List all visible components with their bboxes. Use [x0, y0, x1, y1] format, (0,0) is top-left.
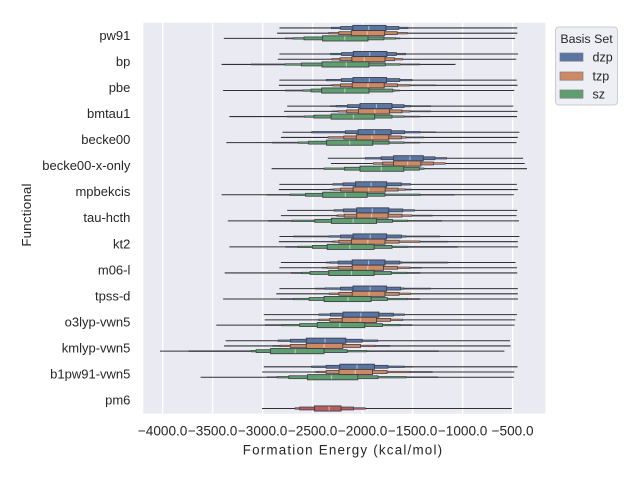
- svg-text:−3500.0: −3500.0: [188, 424, 238, 439]
- svg-text:−2000.0: −2000.0: [338, 424, 388, 439]
- svg-text:−1500.0: −1500.0: [388, 424, 438, 439]
- svg-text:becke00: becke00: [81, 132, 130, 147]
- svg-text:kmlyp-vwn5: kmlyp-vwn5: [62, 341, 131, 356]
- svg-text:sz: sz: [593, 87, 606, 101]
- svg-text:Basis Set: Basis Set: [560, 32, 613, 46]
- svg-text:−1000.0: −1000.0: [438, 424, 488, 439]
- svg-text:Functional: Functional: [19, 183, 34, 246]
- svg-text:m06-l: m06-l: [98, 262, 131, 277]
- svg-text:tau-hcth: tau-hcth: [83, 210, 130, 225]
- svg-text:−3000.0: −3000.0: [238, 424, 288, 439]
- svg-text:tzp: tzp: [593, 69, 610, 83]
- svg-text:pbe: pbe: [109, 80, 131, 95]
- svg-text:kt2: kt2: [113, 236, 130, 251]
- svg-text:−2500.0: −2500.0: [288, 424, 338, 439]
- svg-text:−500.0: −500.0: [492, 424, 534, 439]
- svg-text:pm6: pm6: [105, 393, 130, 408]
- svg-text:dzp: dzp: [593, 50, 613, 64]
- svg-text:−4000.0: −4000.0: [138, 424, 188, 439]
- svg-text:o3lyp-vwn5: o3lyp-vwn5: [65, 315, 131, 330]
- svg-text:bp: bp: [116, 54, 130, 69]
- svg-text:Formation Energy (kcal/mol): Formation Energy (kcal/mol): [243, 442, 444, 457]
- svg-text:mpbekcis: mpbekcis: [75, 184, 130, 199]
- svg-text:b1pw91-vwn5: b1pw91-vwn5: [50, 367, 130, 382]
- svg-text:tpss-d: tpss-d: [95, 288, 130, 303]
- svg-text:becke00-x-only: becke00-x-only: [42, 158, 131, 173]
- svg-text:bmtau1: bmtau1: [87, 106, 130, 121]
- svg-text:pw91: pw91: [99, 28, 130, 43]
